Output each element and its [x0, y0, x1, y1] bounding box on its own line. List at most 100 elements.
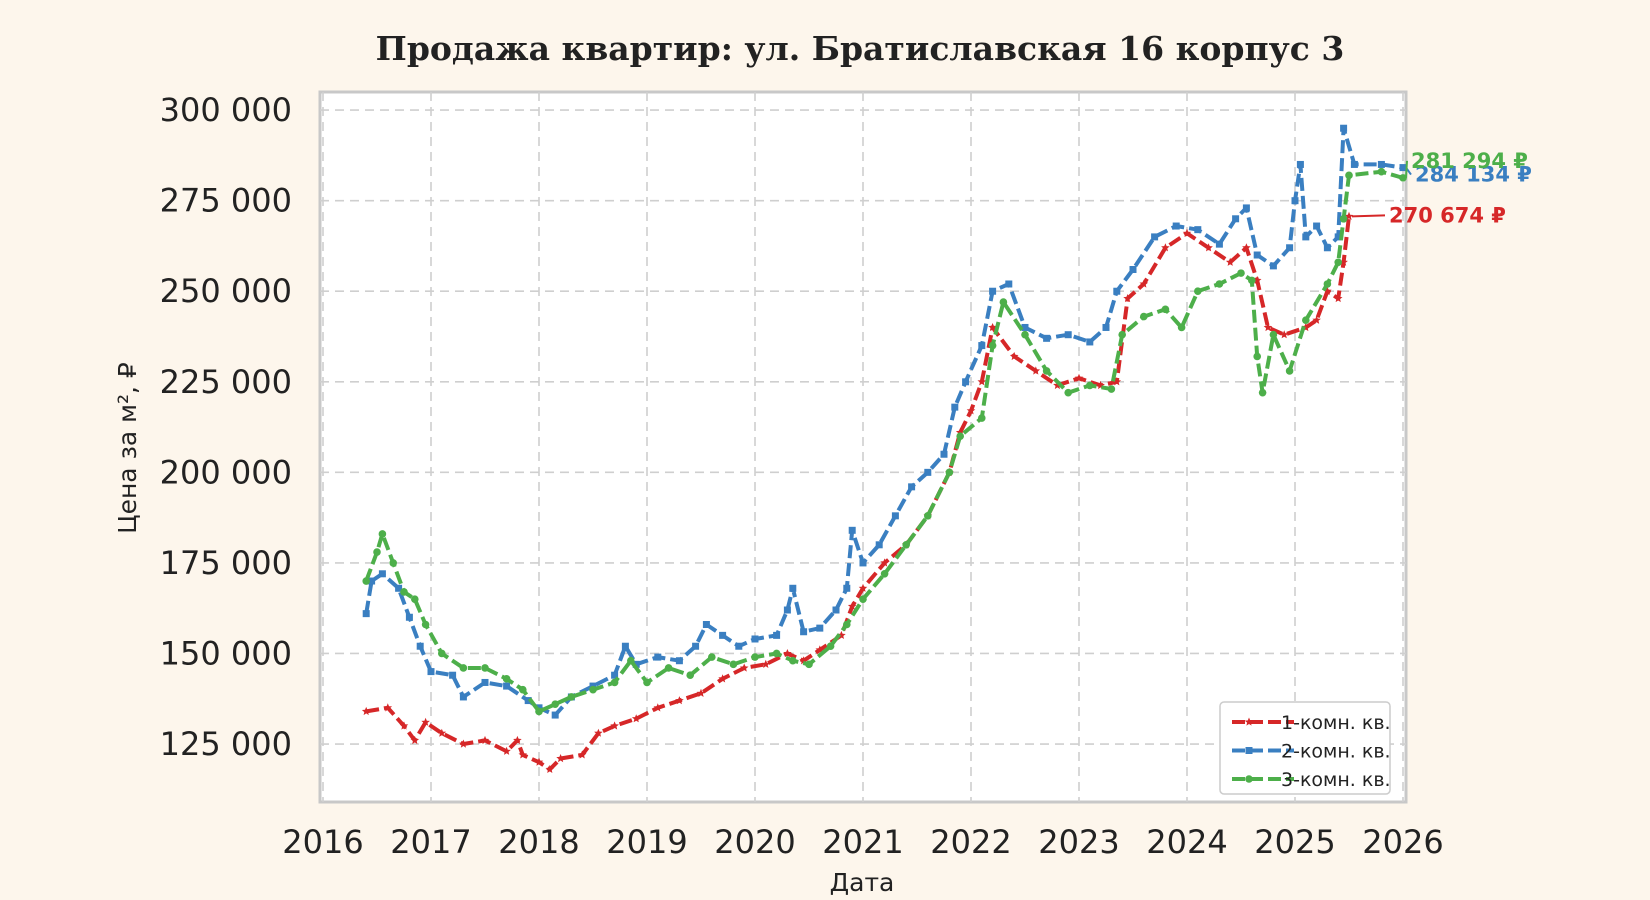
data-point	[502, 746, 511, 755]
data-point	[535, 707, 543, 716]
y-tick-label: 275 000	[160, 182, 292, 220]
data-point	[1225, 257, 1235, 266]
data-point	[524, 697, 532, 705]
data-point	[664, 664, 673, 672]
data-point	[594, 728, 603, 737]
data-point	[459, 739, 468, 748]
data-point	[610, 678, 619, 687]
data-point	[1123, 294, 1132, 303]
legend-label: 2-комн. кв.	[1281, 741, 1391, 763]
data-point	[395, 584, 403, 592]
data-point	[1279, 330, 1289, 339]
data-point	[653, 703, 663, 712]
data-point	[702, 621, 710, 628]
ticks-layer: 2016 2017 2018 2019 2020 2021 2022 2023 2024 2025…	[160, 91, 1444, 861]
data-point	[1323, 280, 1332, 288]
data-point	[1139, 279, 1149, 288]
data-point	[719, 631, 727, 639]
data-point	[1074, 373, 1084, 382]
x-tick-label: 2022	[930, 823, 1011, 861]
legend-marker	[1245, 747, 1253, 754]
data-point	[800, 628, 808, 636]
data-point	[988, 341, 997, 350]
data-point	[481, 678, 489, 686]
data-point	[1323, 286, 1332, 295]
legend-box	[1219, 701, 1391, 795]
data-point	[421, 717, 430, 726]
data-point	[1043, 334, 1051, 342]
data-point	[373, 548, 381, 556]
data-point	[843, 620, 851, 629]
data-point	[643, 678, 651, 687]
data-point	[378, 530, 387, 538]
series-1	[361, 211, 1354, 773]
data-point	[534, 757, 544, 766]
data-point	[1258, 388, 1267, 397]
data-point	[908, 483, 916, 491]
data-point	[858, 583, 868, 592]
data-point	[1323, 244, 1331, 252]
data-point	[783, 606, 791, 614]
data-point	[751, 653, 759, 661]
end-value-label: 270 674 ₽	[1389, 203, 1506, 227]
data-point	[1377, 167, 1386, 176]
data-point	[847, 601, 857, 610]
data-point	[1042, 367, 1051, 375]
data-point	[503, 682, 511, 690]
series-layer	[361, 124, 1407, 773]
legend-label: 3-комн. кв.	[1281, 769, 1391, 791]
data-point	[481, 664, 489, 672]
data-point	[773, 631, 781, 639]
data-point	[924, 468, 932, 476]
data-point	[1113, 287, 1121, 295]
data-point	[400, 588, 408, 596]
data-point	[1242, 204, 1250, 212]
end-value-label: 281 294 ₽	[1411, 149, 1528, 173]
y-axis-label: Цена за м², ₽	[113, 362, 142, 534]
data-point	[1161, 305, 1170, 314]
data-point	[1086, 381, 1094, 390]
series-line	[365, 216, 1351, 772]
data-point	[739, 663, 749, 672]
data-point	[1086, 338, 1094, 346]
legend-marker	[1244, 717, 1254, 726]
data-point	[459, 664, 468, 672]
y-tick-label: 250 000	[160, 272, 292, 310]
legend: 1-комн. кв. 2-комн. кв. 3-комн. кв.	[1219, 701, 1391, 795]
data-point	[978, 342, 986, 350]
data-point	[718, 674, 727, 683]
data-point	[999, 298, 1008, 306]
x-tick-label: 2019	[606, 823, 687, 861]
end-value-label: 284 134 ₽	[1415, 163, 1532, 187]
data-point	[1204, 243, 1213, 252]
legend-marker	[1245, 775, 1253, 783]
data-point	[1009, 351, 1019, 361]
data-point	[1005, 280, 1013, 288]
data-point	[1194, 287, 1202, 296]
data-point	[1096, 380, 1105, 390]
x-tick-label: 2017	[390, 823, 471, 861]
data-point	[1177, 323, 1186, 332]
series-line	[364, 126, 1404, 718]
data-point	[988, 323, 997, 332]
chart-title: Продажа квартир: ул. Братиславская 16 ко…	[376, 29, 1345, 68]
data-point	[832, 606, 840, 614]
x-tick-label: 2018	[498, 823, 579, 861]
data-point	[1118, 330, 1126, 339]
data-point	[1182, 228, 1192, 237]
data-point	[362, 610, 370, 618]
data-point	[1312, 315, 1321, 324]
data-point	[816, 624, 824, 632]
end-label-arrow	[1351, 214, 1386, 218]
data-point	[962, 378, 970, 386]
data-point	[692, 642, 700, 650]
y-tick-label: 125 000	[160, 725, 292, 763]
y-tick-label: 175 000	[160, 544, 292, 582]
data-point	[410, 735, 420, 745]
data-point	[1107, 385, 1116, 393]
data-point	[1350, 160, 1358, 168]
data-point	[610, 721, 619, 730]
x-tick-label: 2024	[1146, 823, 1227, 861]
data-point	[459, 693, 467, 701]
